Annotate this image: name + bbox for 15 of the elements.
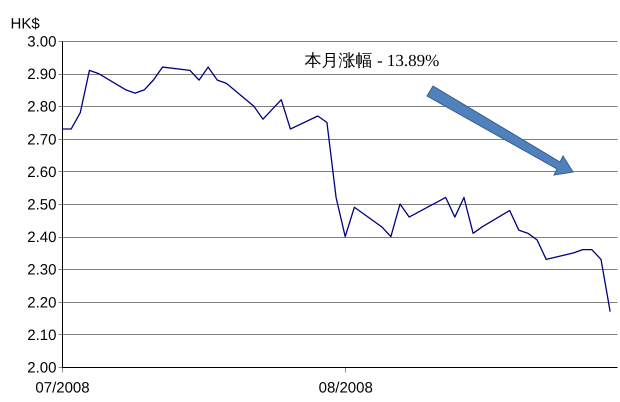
y-tick-label: 2.10 <box>27 326 56 344</box>
y-tick-label: 2.30 <box>27 262 56 279</box>
y-tick-label: 3.00 <box>27 34 56 50</box>
y-tick-label: 2.70 <box>27 131 56 148</box>
y-tick-label: 2.40 <box>27 229 56 246</box>
y-axis-title: HK$ <box>10 16 40 32</box>
x-tick-label: 08/2008 <box>318 380 373 396</box>
y-tick-label: 2.60 <box>27 164 56 181</box>
y-tick-label: 2.50 <box>27 196 56 214</box>
y-tick-label: 2.80 <box>27 98 56 116</box>
x-tick-label: 07/2008 <box>35 380 90 396</box>
y-tick-label: 2.00 <box>27 360 56 376</box>
annotation: 本月涨幅 - 13.89% <box>304 51 440 70</box>
y-tick-label: 2.20 <box>27 294 56 312</box>
y-tick-label: 2.90 <box>27 66 56 84</box>
